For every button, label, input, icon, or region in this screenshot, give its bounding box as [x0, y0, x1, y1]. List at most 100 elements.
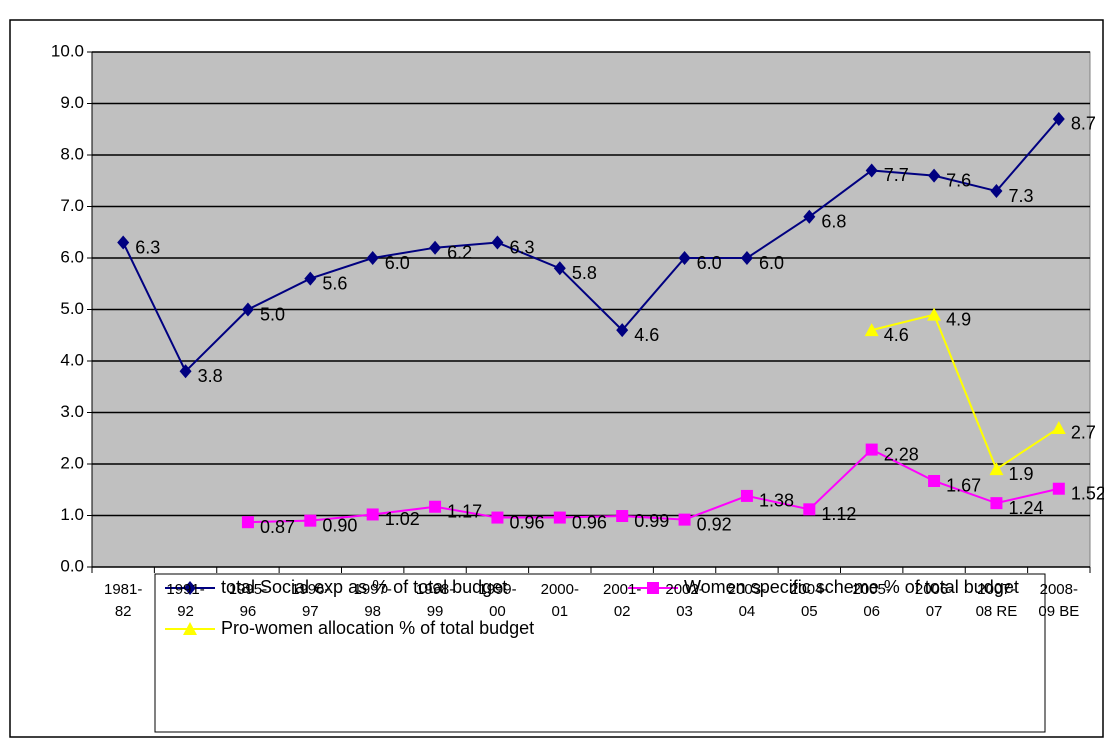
y-tick-label: 9.0: [60, 93, 84, 112]
data-label: 2.7: [1071, 423, 1096, 443]
x-tick-label: 2007-08 RE: [975, 581, 1018, 620]
legend-label: Pro-women allocation % of total budget: [221, 618, 534, 638]
marker: [553, 261, 566, 276]
data-label: 0.87: [260, 517, 295, 537]
marker: [241, 516, 254, 529]
marker: [179, 364, 192, 379]
data-label: 7.6: [946, 170, 971, 190]
data-label: 0.90: [322, 515, 357, 535]
x-tick-label: 1997-98: [353, 581, 392, 620]
marker: [803, 209, 816, 224]
data-label: 1.38: [759, 491, 794, 511]
data-label: 5.8: [572, 263, 597, 283]
x-tick-label: 1995-96: [228, 581, 268, 620]
series-line: [871, 313, 1060, 471]
data-label: 6.0: [385, 253, 410, 273]
marker: [1051, 420, 1066, 434]
marker: [928, 474, 941, 487]
data-label: 6.3: [135, 237, 160, 257]
data-label: 6.3: [509, 237, 534, 257]
marker: [184, 581, 196, 595]
data-label: 6.0: [697, 253, 722, 273]
marker: [990, 184, 1003, 199]
x-tick-label: 1998-99: [415, 581, 455, 620]
data-label: 0.99: [634, 511, 669, 531]
marker: [989, 462, 1004, 476]
series-line: [122, 118, 1060, 373]
y-tick-label: 0.0: [60, 556, 84, 575]
marker: [183, 622, 197, 635]
y-tick-label: 5.0: [60, 299, 84, 318]
marker: [491, 235, 504, 250]
data-label: 2.28: [884, 444, 919, 464]
data-label: 6.2: [447, 242, 472, 262]
data-label: 1.52: [1071, 483, 1104, 503]
data-label: 8.7: [1071, 114, 1096, 134]
marker: [803, 503, 816, 516]
x-tick-label: 1981-82: [104, 581, 143, 620]
marker: [740, 251, 753, 265]
data-label: 4.6: [634, 325, 659, 345]
marker: [740, 489, 753, 502]
x-tick-label: 2003-04: [727, 581, 767, 620]
marker: [678, 251, 691, 265]
data-label: 6.0: [759, 253, 784, 273]
data-label: 4.6: [884, 325, 909, 345]
data-label: 1.24: [1008, 498, 1043, 518]
legend-label: Women specific scheme % of total budget: [684, 577, 1019, 597]
marker: [616, 510, 629, 523]
marker: [117, 235, 130, 250]
data-label: 6.8: [821, 212, 846, 232]
marker: [366, 251, 379, 265]
x-tick-label: 2002-03: [665, 581, 704, 620]
series-line: [247, 448, 1060, 524]
y-tick-label: 1.0: [60, 505, 84, 524]
y-tick-label: 4.0: [60, 350, 84, 369]
marker: [429, 240, 442, 255]
y-tick-label: 2.0: [60, 453, 84, 472]
x-tick-label: 1999-00: [478, 581, 517, 620]
marker: [429, 500, 442, 513]
x-tick-label: 2008-09 BE: [1038, 581, 1080, 620]
marker: [366, 508, 379, 521]
marker: [1052, 111, 1065, 126]
data-label: 1.67: [946, 476, 981, 496]
marker: [647, 582, 659, 594]
data-label: 3.8: [198, 366, 223, 386]
marker: [678, 513, 691, 526]
marker: [241, 302, 254, 317]
marker: [1052, 482, 1065, 495]
marker: [304, 514, 317, 527]
y-tick-label: 6.0: [60, 247, 84, 266]
marker: [553, 511, 566, 524]
data-label: 1.17: [447, 501, 482, 521]
legend-label: total Social exp as % of total budget: [221, 577, 507, 597]
data-label: 1.12: [821, 504, 856, 524]
data-label: 0.96: [572, 512, 607, 532]
marker: [865, 443, 878, 456]
y-tick-label: 7.0: [60, 196, 84, 215]
x-tick-label: 2000-01: [540, 581, 579, 620]
marker: [927, 307, 942, 321]
x-tick-label: 2006-07: [914, 581, 954, 620]
data-label: 7.3: [1008, 186, 1033, 206]
data-label: 0.92: [697, 514, 732, 534]
marker: [491, 511, 504, 524]
marker: [864, 323, 879, 337]
marker: [928, 168, 941, 183]
y-tick-label: 3.0: [60, 402, 84, 421]
data-label: 1.02: [385, 509, 420, 529]
data-label: 4.9: [946, 309, 971, 329]
y-tick-label: 10.0: [51, 41, 84, 60]
x-tick-label: 2005-06: [852, 581, 891, 620]
marker: [616, 323, 629, 338]
y-tick-label: 8.0: [60, 144, 84, 163]
data-label: 7.7: [884, 165, 909, 185]
data-label: 1.9: [1008, 464, 1033, 484]
data-label: 0.96: [509, 512, 544, 532]
marker: [990, 497, 1003, 510]
x-tick-label: 1991-92: [166, 581, 205, 620]
x-tick-label: 2004-05: [790, 581, 829, 620]
